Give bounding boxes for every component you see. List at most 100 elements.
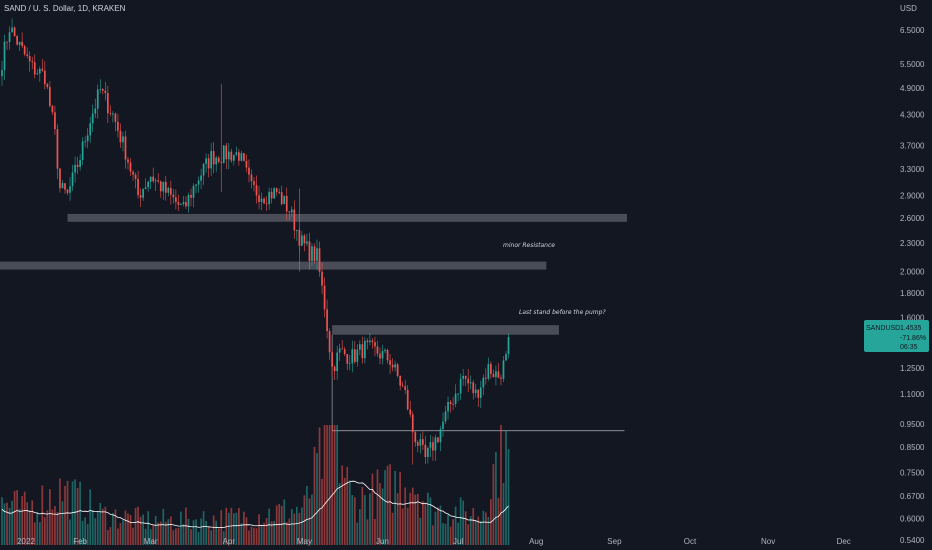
volume-bar <box>469 516 472 545</box>
volume-bar <box>386 465 389 545</box>
candle-body <box>263 198 265 204</box>
candle <box>59 167 61 193</box>
candle <box>270 187 273 204</box>
price-axis-tick: 0.6000 <box>900 514 925 523</box>
volume-bar <box>144 528 147 545</box>
candle-body <box>285 195 288 212</box>
candle-body <box>164 181 167 193</box>
candle <box>175 189 177 210</box>
candle <box>16 34 18 46</box>
volume-bar <box>175 528 177 545</box>
candle <box>452 397 454 411</box>
volume-bar <box>487 517 490 545</box>
time-axis[interactable]: 2022 Feb Mar Apr May Jun Jul Aug Sep Oct Nov Dec <box>17 537 851 546</box>
candle-body <box>243 153 245 161</box>
volume-bar <box>474 521 477 545</box>
candle <box>479 380 482 409</box>
volume-bar <box>411 487 414 545</box>
volume-bar <box>162 508 165 545</box>
candle-body <box>89 123 92 136</box>
candle-body <box>364 340 366 359</box>
volume-bar <box>56 511 59 545</box>
candle-body <box>175 197 177 203</box>
volume-bar <box>36 511 39 545</box>
volume-bar <box>1 497 3 545</box>
volume-bar <box>159 521 162 545</box>
candle <box>33 54 36 79</box>
candle <box>205 153 207 173</box>
candle <box>472 380 475 400</box>
volume-bar <box>275 505 278 545</box>
volume-bar <box>454 506 457 545</box>
candle-body <box>240 153 243 161</box>
candle-body <box>343 349 346 355</box>
volume-bar <box>76 487 79 545</box>
candle <box>459 373 462 400</box>
volume-bar <box>167 519 170 545</box>
price-axis-tick: 0.6700 <box>900 492 925 501</box>
volume-bar <box>270 521 273 545</box>
candle <box>114 112 117 132</box>
volume-bar <box>104 506 107 545</box>
candle <box>364 336 366 364</box>
candle-body <box>134 174 137 179</box>
candle <box>89 116 92 143</box>
candle <box>235 146 238 157</box>
volume-bar <box>250 526 253 545</box>
candle <box>263 197 265 205</box>
candle-body <box>152 176 155 182</box>
volume-bar <box>26 502 29 545</box>
candle <box>23 44 26 57</box>
candle <box>361 336 364 364</box>
last-stand-zone <box>332 325 559 335</box>
volume-bar <box>248 530 250 545</box>
volume-bar <box>13 490 16 545</box>
candle <box>243 152 245 162</box>
price-badge-bg <box>864 320 929 352</box>
candle <box>212 141 215 174</box>
candle-body <box>96 89 99 109</box>
candle <box>356 344 359 367</box>
candle <box>28 51 31 72</box>
volume-layer <box>1 425 510 545</box>
candle-body <box>59 168 61 189</box>
time-axis-tick: Apr <box>223 537 236 546</box>
volume-bar <box>11 500 13 545</box>
candle <box>384 348 386 354</box>
candle-body <box>238 152 240 161</box>
price-axis-tick: 4.9000 <box>900 84 925 93</box>
candle-body <box>210 151 213 169</box>
candle-body <box>459 378 462 394</box>
candle-body <box>338 348 341 353</box>
volume-bar <box>217 528 220 545</box>
candle-body <box>348 363 351 364</box>
candle-body <box>195 184 197 186</box>
candle-body <box>137 178 139 196</box>
candle <box>301 231 303 247</box>
candle-body <box>212 151 215 165</box>
volume-bar <box>106 530 109 545</box>
candle-body <box>336 352 339 372</box>
candle-body <box>56 129 59 169</box>
candle-body <box>303 235 306 244</box>
price-axis-tick: 1.1000 <box>900 390 925 399</box>
candle-body <box>283 195 286 205</box>
price-axis[interactable]: USD 6.5000 5.5000 4.9000 4.3000 3.7000 3.3000… <box>900 4 925 545</box>
candle <box>104 81 107 101</box>
candle <box>427 446 429 464</box>
candle-body <box>132 171 134 175</box>
volume-bar <box>253 527 255 545</box>
volume-bar <box>379 483 381 545</box>
price-axis-tick: 2.0000 <box>900 268 925 277</box>
volume-bar <box>401 508 404 545</box>
candle-body <box>71 172 74 187</box>
volume-bar <box>200 518 202 545</box>
candle-body <box>507 337 510 355</box>
volume-bar <box>500 425 502 545</box>
candle-body <box>374 342 376 347</box>
candle-body <box>389 360 391 365</box>
candle-body <box>76 164 79 167</box>
volume-bar <box>177 527 180 545</box>
candle <box>225 142 228 170</box>
